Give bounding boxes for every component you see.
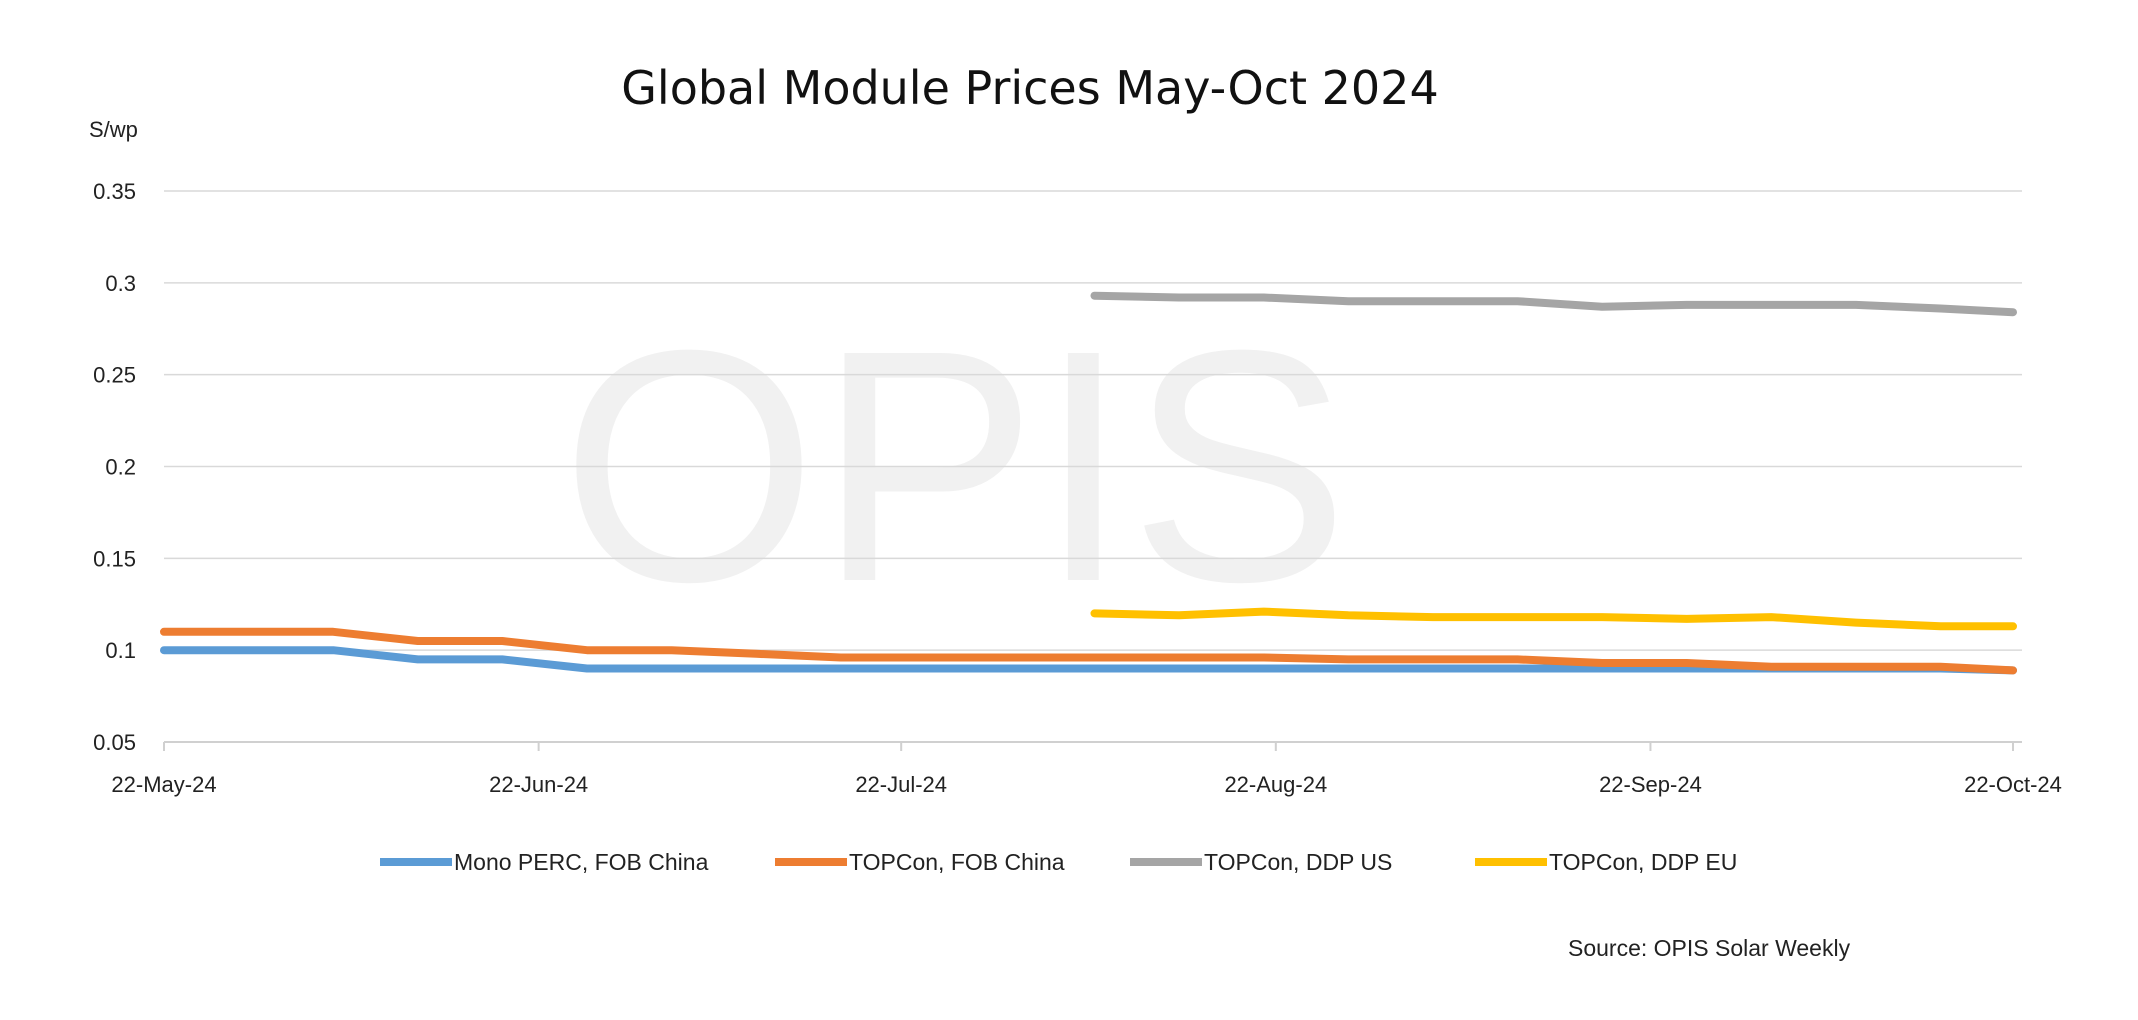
y-tick-label: 0.35 [93, 179, 136, 204]
x-tick-label: 22-May-24 [111, 772, 216, 797]
x-tick-label: 22-Sep-24 [1599, 772, 1702, 797]
y-tick-label: 0.1 [105, 638, 136, 663]
legend-label: TOPCon, DDP EU [1549, 849, 1737, 875]
x-tick-label: 22-Oct-24 [1964, 772, 2062, 797]
y-axis-label: S/wp [89, 117, 138, 142]
y-tick-label: 0.15 [93, 546, 136, 571]
series-line-0 [160, 646, 2017, 675]
series-line-1 [160, 627, 2017, 675]
y-tick-label: 0.05 [93, 730, 136, 755]
series-line-2 [1090, 291, 2017, 317]
watermark: OPIS [561, 281, 1350, 650]
y-tick-label: 0.2 [105, 455, 136, 480]
series-line-3 [1090, 607, 2017, 631]
legend-label: TOPCon, FOB China [849, 849, 1065, 875]
chart-title: Global Module Prices May-Oct 2024 [621, 61, 1438, 115]
y-tick-label: 0.25 [93, 363, 136, 388]
legend-label: Mono PERC, FOB China [454, 849, 709, 875]
x-tick-label: 22-Jun-24 [489, 772, 588, 797]
x-tick-label: 22-Jul-24 [855, 772, 947, 797]
source-note: Source: OPIS Solar Weekly [1568, 935, 1851, 961]
x-tick-label: 22-Aug-24 [1224, 772, 1327, 797]
y-tick-label: 0.3 [105, 271, 136, 296]
legend-label: TOPCon, DDP US [1204, 849, 1392, 875]
